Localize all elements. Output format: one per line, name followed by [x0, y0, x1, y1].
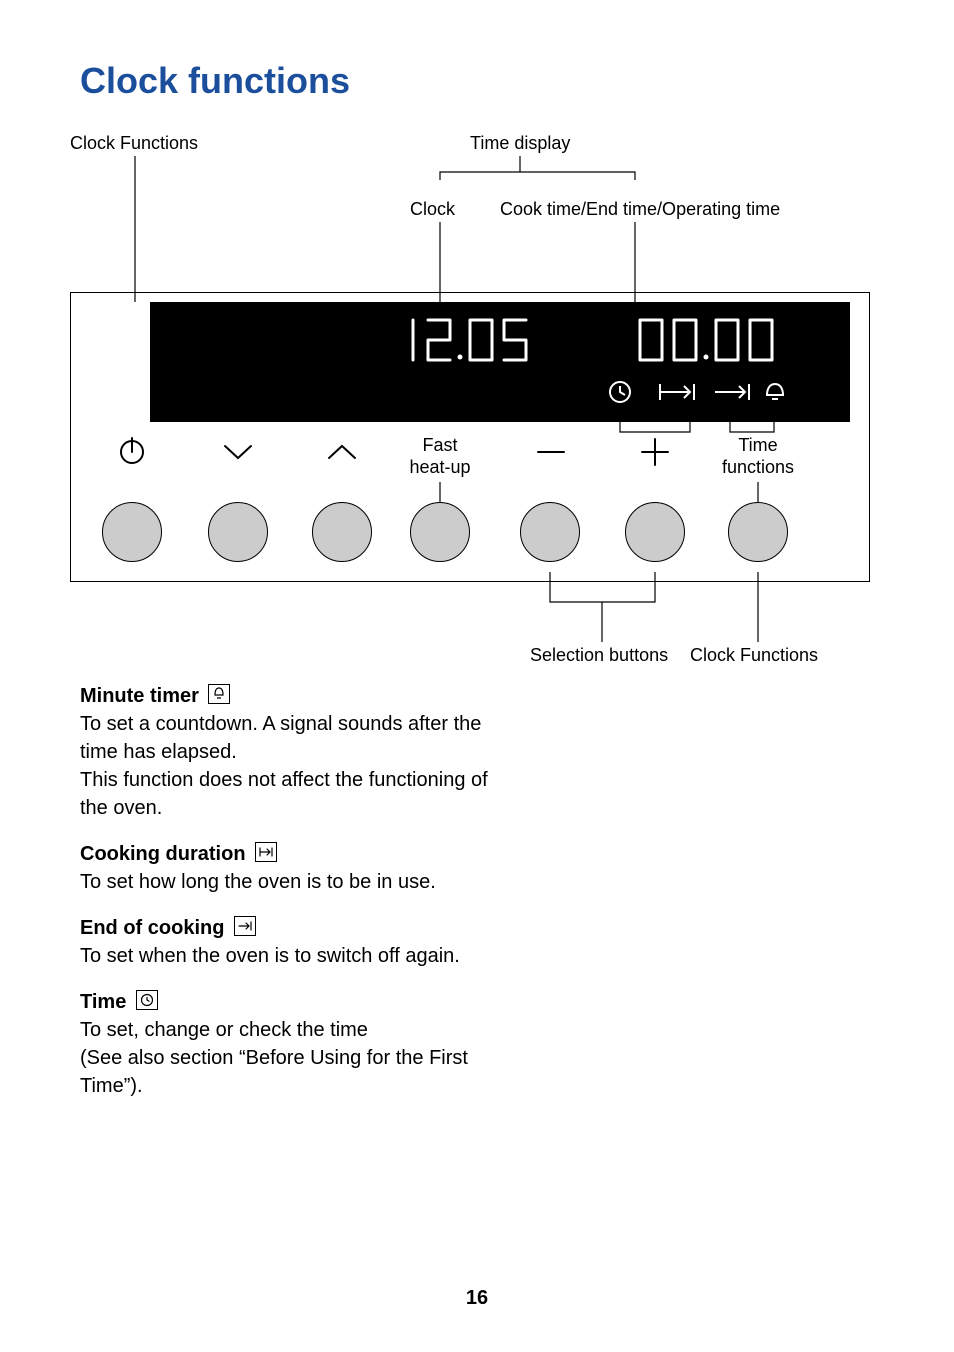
cooking-duration-body: To set how long the oven is to be in use… — [80, 868, 510, 896]
heading-end-of-cooking: End of cooking — [80, 914, 510, 942]
time-body: To set, change or check the time (See al… — [80, 1016, 510, 1100]
page-title: Clock functions — [80, 60, 894, 102]
label-time-display: Time display — [470, 132, 570, 154]
label-time-functions: Timefunctions — [718, 434, 798, 478]
label-clock-functions-bottom: Clock Functions — [690, 644, 818, 666]
heading-minute-timer-text: Minute timer — [80, 685, 199, 707]
end-icon — [234, 916, 256, 936]
end-of-cooking-body: To set when the oven is to switch off ag… — [80, 942, 510, 970]
up-button[interactable] — [312, 502, 372, 562]
digital-display — [150, 302, 850, 422]
bell-icon — [208, 684, 230, 704]
clock-icon — [136, 990, 158, 1010]
heading-time: Time — [80, 988, 510, 1016]
down-button[interactable] — [208, 502, 268, 562]
minus-button[interactable] — [520, 502, 580, 562]
fast-heatup-button[interactable] — [410, 502, 470, 562]
heading-cooking-duration: Cooking duration — [80, 840, 510, 868]
label-fast-heatup: Fastheat-up — [400, 434, 480, 478]
duration-icon — [255, 842, 277, 862]
control-panel-diagram: Clock Functions Time display Clock Cook … — [70, 132, 870, 662]
label-selection-buttons: Selection buttons — [530, 644, 668, 666]
label-cook-end-operating: Cook time/End time/Operating time — [500, 198, 780, 220]
time-functions-button[interactable] — [728, 502, 788, 562]
heading-cooking-duration-text: Cooking duration — [80, 843, 246, 865]
heading-minute-timer: Minute timer — [80, 682, 510, 710]
plus-button[interactable] — [625, 502, 685, 562]
heading-time-text: Time — [80, 991, 126, 1013]
heading-end-of-cooking-text: End of cooking — [80, 917, 224, 939]
display-svg — [150, 302, 850, 422]
body-text: Minute timer To set a countdown. A signa… — [80, 682, 510, 1100]
label-clock: Clock — [410, 198, 455, 220]
power-button[interactable] — [102, 502, 162, 562]
page-number: 16 — [0, 1287, 954, 1310]
minute-timer-body1: To set a countdown. A signal sounds afte… — [80, 710, 510, 766]
minute-timer-body2: This function does not affect the functi… — [80, 766, 510, 822]
label-clock-functions-top: Clock Functions — [70, 132, 198, 154]
